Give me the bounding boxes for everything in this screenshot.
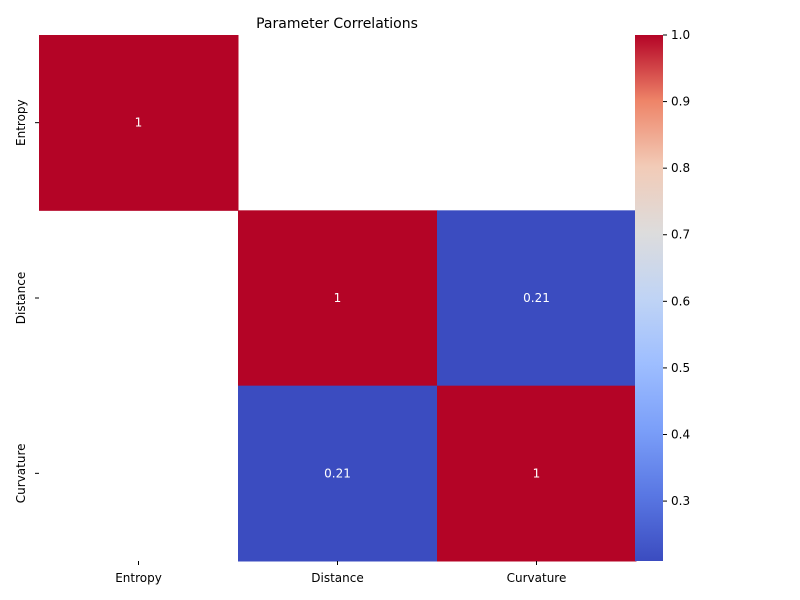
x-axis: Entropy Distance Curvature	[115, 561, 566, 585]
colorbar-tick-label: 0.9	[671, 95, 690, 109]
heatmap-cell-labels: 1 1 0.21 0.21 1	[135, 116, 550, 481]
heatmap-cell-entropy-entropy	[39, 35, 239, 211]
heatmap-cells	[39, 35, 637, 562]
colorbar-tick-label: 0.8	[671, 161, 690, 175]
heatmap-cell-curvature-curvature	[437, 385, 637, 562]
colorbar-tick-label: 0.3	[671, 494, 690, 508]
x-tick-label-distance: Distance	[311, 571, 363, 585]
cell-label-distance-curvature: 0.21	[523, 291, 550, 305]
cell-label-curvature-distance: 0.21	[324, 466, 351, 480]
cell-label-curvature-curvature: 1	[533, 466, 541, 480]
cell-label-distance-distance: 1	[334, 291, 342, 305]
cell-label-entropy-entropy: 1	[135, 116, 143, 130]
colorbar-tick-label: 0.5	[671, 361, 690, 375]
heatmap-cell-distance-distance	[238, 210, 438, 387]
colorbar-gradient	[635, 35, 663, 561]
colorbar-tick-label: 0.4	[671, 427, 690, 441]
y-tick-label-distance: Distance	[14, 272, 28, 324]
y-tick-label-curvature: Curvature	[14, 443, 28, 503]
colorbar-ticks: 0.3 0.4 0.5 0.6 0.7 0.8 0.9 1.0	[663, 28, 690, 508]
y-axis: Entropy Distance Curvature	[14, 99, 39, 503]
x-tick-label-entropy: Entropy	[115, 571, 162, 585]
heatmap-cell-curvature-distance	[238, 385, 438, 562]
y-tick-label-entropy: Entropy	[14, 99, 28, 146]
x-tick-label-curvature: Curvature	[507, 571, 567, 585]
chart-title: Parameter Correlations	[256, 16, 418, 32]
colorbar: 0.3 0.4 0.5 0.6 0.7 0.8 0.9 1.0	[635, 28, 690, 561]
colorbar-tick-label: 1.0	[671, 28, 690, 42]
colorbar-tick-label: 0.6	[671, 294, 690, 308]
colorbar-tick-label: 0.7	[671, 228, 690, 242]
heatmap-cell-distance-curvature	[437, 210, 637, 387]
